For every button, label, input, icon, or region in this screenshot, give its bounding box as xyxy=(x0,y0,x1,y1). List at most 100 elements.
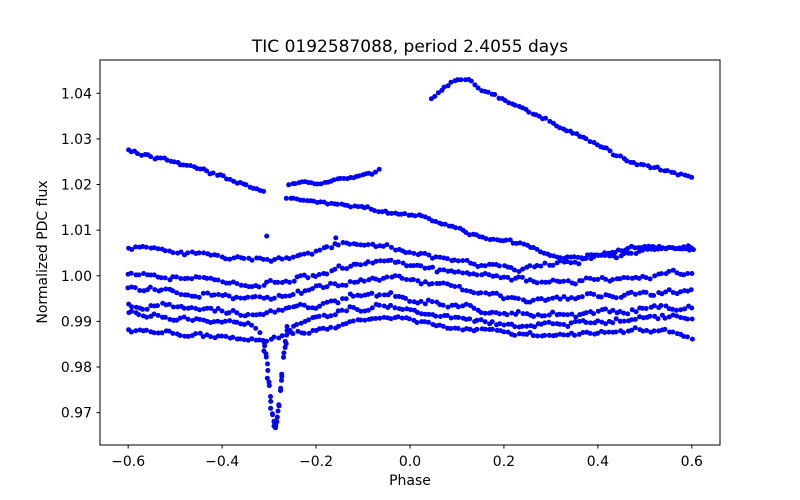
data-point xyxy=(200,334,206,340)
data-point xyxy=(422,279,428,285)
data-point xyxy=(377,315,383,321)
x-tick-label: 0.2 xyxy=(493,454,515,470)
data-point xyxy=(644,328,650,333)
x-tick-label: 0.6 xyxy=(681,454,703,470)
data-point xyxy=(669,245,675,251)
data-point xyxy=(564,128,569,134)
data-point xyxy=(444,256,450,262)
data-point xyxy=(188,163,194,169)
data-point xyxy=(472,82,478,88)
data-point xyxy=(343,282,349,288)
data-point xyxy=(572,281,578,287)
data-point xyxy=(458,77,464,83)
data-point xyxy=(546,312,552,318)
data-point xyxy=(252,294,258,299)
data-point xyxy=(503,237,509,243)
data-point xyxy=(624,158,630,164)
data-point xyxy=(151,330,157,336)
data-point xyxy=(144,306,150,312)
data-point xyxy=(412,213,418,219)
data-point xyxy=(170,288,176,294)
data-point xyxy=(678,289,683,295)
data-point xyxy=(140,306,146,312)
axis-ticks: −0.6 −0.4 −0.2 0.0 0.2 0.4 0.6 0.97 0.98 0.99 1.00… xyxy=(61,86,703,470)
data-point xyxy=(193,331,199,337)
data-point xyxy=(144,314,150,320)
data-point xyxy=(347,241,353,247)
data-point xyxy=(546,332,552,338)
data-point xyxy=(534,246,540,252)
data-point xyxy=(411,263,417,269)
data-point xyxy=(429,299,435,305)
data-point xyxy=(478,317,484,323)
data-point xyxy=(614,153,619,159)
data-point xyxy=(632,245,638,251)
data-point xyxy=(576,261,582,267)
data-point xyxy=(196,294,202,300)
data-point xyxy=(406,249,412,255)
y-tick-label: 0.99 xyxy=(61,314,92,330)
data-point xyxy=(339,265,345,271)
data-point xyxy=(681,244,687,250)
data-point xyxy=(426,311,432,317)
data-point xyxy=(569,311,575,317)
data-point xyxy=(613,316,619,322)
data-point xyxy=(492,92,498,97)
data-point xyxy=(643,289,649,295)
data-point xyxy=(509,310,515,316)
x-tick-label: −0.6 xyxy=(111,454,145,470)
data-point xyxy=(437,254,443,260)
data-point xyxy=(501,274,507,280)
data-point xyxy=(531,314,536,319)
data-point xyxy=(136,272,142,278)
data-point xyxy=(550,277,556,283)
data-point xyxy=(418,311,424,317)
data-point xyxy=(162,314,168,320)
data-point xyxy=(340,296,345,302)
data-point xyxy=(211,292,217,298)
data-point xyxy=(133,328,139,334)
data-point xyxy=(178,276,184,281)
data-point xyxy=(317,283,323,288)
data-point xyxy=(658,167,664,173)
x-axis-label: Phase xyxy=(389,473,431,489)
data-point xyxy=(595,276,601,282)
data-point xyxy=(282,345,288,350)
data-point xyxy=(388,316,394,322)
data-point xyxy=(507,237,513,243)
data-point xyxy=(148,154,154,160)
data-point xyxy=(579,294,585,300)
data-point xyxy=(463,301,469,307)
data-point xyxy=(395,259,401,265)
data-point xyxy=(278,385,284,391)
data-point xyxy=(297,252,303,258)
data-point xyxy=(610,277,615,283)
y-tick-label: 1.03 xyxy=(61,132,92,148)
data-point xyxy=(550,295,556,301)
data-point xyxy=(316,313,322,319)
data-point xyxy=(688,245,694,251)
data-point xyxy=(269,411,275,417)
data-point xyxy=(557,258,563,264)
data-point xyxy=(260,256,266,262)
data-point xyxy=(298,291,304,296)
data-point xyxy=(591,291,597,297)
data-point xyxy=(275,279,281,285)
data-point xyxy=(441,84,447,90)
data-point xyxy=(324,244,330,250)
data-point xyxy=(151,272,157,278)
data-point xyxy=(250,312,256,318)
data-point xyxy=(460,287,465,293)
data-point xyxy=(372,169,378,175)
data-point xyxy=(354,261,360,267)
data-point xyxy=(519,323,525,329)
data-point xyxy=(227,256,233,262)
data-point xyxy=(429,281,435,287)
data-point xyxy=(414,320,420,325)
data-point xyxy=(182,333,188,339)
data-point xyxy=(196,250,202,256)
data-point xyxy=(174,290,180,296)
data-point xyxy=(557,296,563,302)
data-point xyxy=(583,136,589,142)
data-point xyxy=(526,109,532,115)
